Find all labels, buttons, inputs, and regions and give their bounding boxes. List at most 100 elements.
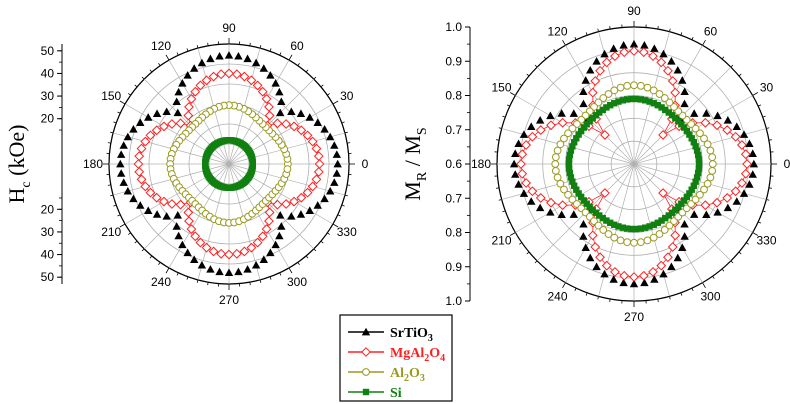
data-point-SrTiO3 bbox=[600, 49, 609, 58]
data-point-SrTiO3 bbox=[659, 49, 668, 58]
data-point-Si bbox=[567, 174, 575, 181]
data-point-SrTiO3 bbox=[680, 99, 689, 108]
data-point-SrTiO3 bbox=[609, 275, 618, 283]
data-point-SrTiO3 bbox=[519, 189, 529, 197]
data-point-Al2O3 bbox=[560, 185, 568, 194]
angle-tick bbox=[680, 32, 683, 36]
data-point-MgAl2O4 bbox=[261, 224, 272, 234]
angle-tick bbox=[207, 282, 209, 286]
data-point-Si bbox=[692, 178, 699, 185]
legend-marker bbox=[361, 327, 371, 336]
data-point-MgAl2O4 bbox=[311, 143, 322, 154]
data-point-Si bbox=[592, 209, 600, 216]
data-point-Si bbox=[599, 214, 606, 222]
angle-tick bbox=[259, 45, 262, 49]
data-point-MgAl2O4 bbox=[658, 130, 668, 140]
data-point-SrTiO3 bbox=[172, 97, 181, 106]
angle-tick-label: 150 bbox=[101, 89, 121, 103]
data-point-MgAl2O4 bbox=[134, 151, 145, 162]
angle-tick bbox=[186, 276, 189, 280]
angle-tick-label: 60 bbox=[290, 39, 304, 53]
data-point-MgAl2O4 bbox=[722, 125, 733, 135]
data-point-SrTiO3 bbox=[673, 65, 682, 74]
angle-tick bbox=[691, 287, 694, 292]
data-point-MgAl2O4 bbox=[527, 131, 538, 142]
data-point-Si bbox=[583, 121, 590, 128]
data-point-Si bbox=[692, 143, 699, 150]
data-point-MgAl2O4 bbox=[252, 237, 263, 248]
data-point-MgAl2O4 bbox=[184, 216, 194, 226]
data-point-MgAl2O4 bbox=[261, 94, 272, 104]
data-point-SrTiO3 bbox=[527, 122, 536, 130]
data-point-MgAl2O4 bbox=[302, 187, 313, 198]
angle-tick-label: 210 bbox=[491, 234, 511, 248]
data-point-MgAl2O4 bbox=[307, 181, 318, 192]
data-point-SrTiO3 bbox=[689, 109, 699, 117]
data-point-MgAl2O4 bbox=[601, 260, 612, 271]
angle-tick bbox=[738, 251, 742, 255]
data-point-Si bbox=[642, 224, 649, 231]
data-point-SrTiO3 bbox=[320, 125, 329, 133]
angle-tick bbox=[128, 93, 131, 96]
angle-tick bbox=[757, 221, 762, 224]
data-point-Al2O3 bbox=[630, 81, 638, 90]
data-point-MgAl2O4 bbox=[264, 216, 274, 226]
angle-tick bbox=[762, 210, 766, 213]
data-point-SrTiO3 bbox=[579, 232, 588, 240]
data-point-Si bbox=[695, 160, 703, 168]
data-point-SrTiO3 bbox=[732, 197, 741, 205]
data-point-SrTiO3 bbox=[748, 170, 757, 178]
data-point-SrTiO3 bbox=[745, 139, 754, 148]
data-point-SrTiO3 bbox=[251, 260, 261, 269]
angle-tick bbox=[207, 42, 209, 46]
data-point-MgAl2O4 bbox=[224, 68, 234, 79]
angle-tick bbox=[553, 275, 556, 279]
data-point-SrTiO3 bbox=[144, 206, 153, 214]
radial-tick-label: 0.8 bbox=[445, 89, 462, 103]
angle-tick bbox=[327, 93, 330, 96]
data-point-MgAl2O4 bbox=[730, 131, 741, 142]
data-point-Al2O3 bbox=[696, 129, 704, 138]
data-point-SrTiO3 bbox=[579, 87, 588, 96]
data-point-SrTiO3 bbox=[592, 57, 601, 65]
angle-tick bbox=[186, 48, 189, 52]
angle-tick bbox=[320, 84, 324, 88]
data-point-Si bbox=[637, 225, 644, 232]
data-point-SrTiO3 bbox=[178, 240, 187, 249]
data-point-MgAl2O4 bbox=[289, 196, 299, 207]
data-point-Al2O3 bbox=[568, 124, 577, 133]
angle-tick bbox=[288, 267, 293, 274]
data-point-MgAl2O4 bbox=[546, 120, 556, 131]
data-point-SrTiO3 bbox=[144, 113, 153, 121]
data-point-Si bbox=[646, 98, 653, 105]
legend-label: MgAl2O4 bbox=[390, 346, 445, 364]
data-point-SrTiO3 bbox=[325, 186, 335, 195]
data-point-MgAl2O4 bbox=[201, 242, 212, 253]
angle-tick bbox=[196, 45, 199, 49]
data-point-SrTiO3 bbox=[592, 262, 601, 271]
data-point-SrTiO3 bbox=[183, 71, 192, 79]
angle-tick bbox=[562, 39, 566, 46]
data-point-MgAl2O4 bbox=[257, 231, 268, 242]
angle-tick bbox=[680, 292, 683, 296]
data-point-MgAl2O4 bbox=[629, 46, 639, 56]
data-point-Si bbox=[624, 225, 631, 232]
data-point-Al2O3 bbox=[604, 90, 613, 98]
angle-tick bbox=[149, 255, 153, 259]
angle-tick bbox=[502, 115, 506, 118]
radial-tick-label: 20 bbox=[41, 202, 55, 216]
angle-tick bbox=[597, 296, 599, 300]
angle-tick-label: 0 bbox=[784, 157, 790, 171]
radial-tick-label: 0.7 bbox=[445, 123, 462, 137]
angle-tick-label: 300 bbox=[700, 290, 720, 304]
data-point-SrTiO3 bbox=[172, 222, 181, 230]
angle-tick bbox=[657, 298, 659, 302]
data-point-MgAl2O4 bbox=[246, 75, 257, 86]
data-point-Si bbox=[646, 223, 653, 230]
data-point-Si bbox=[567, 147, 575, 154]
data-point-Si bbox=[615, 223, 622, 230]
angle-tick bbox=[269, 276, 272, 280]
data-point-Al2O3 bbox=[551, 153, 560, 162]
angle-tick bbox=[553, 49, 556, 53]
data-point-MgAl2O4 bbox=[264, 110, 275, 121]
